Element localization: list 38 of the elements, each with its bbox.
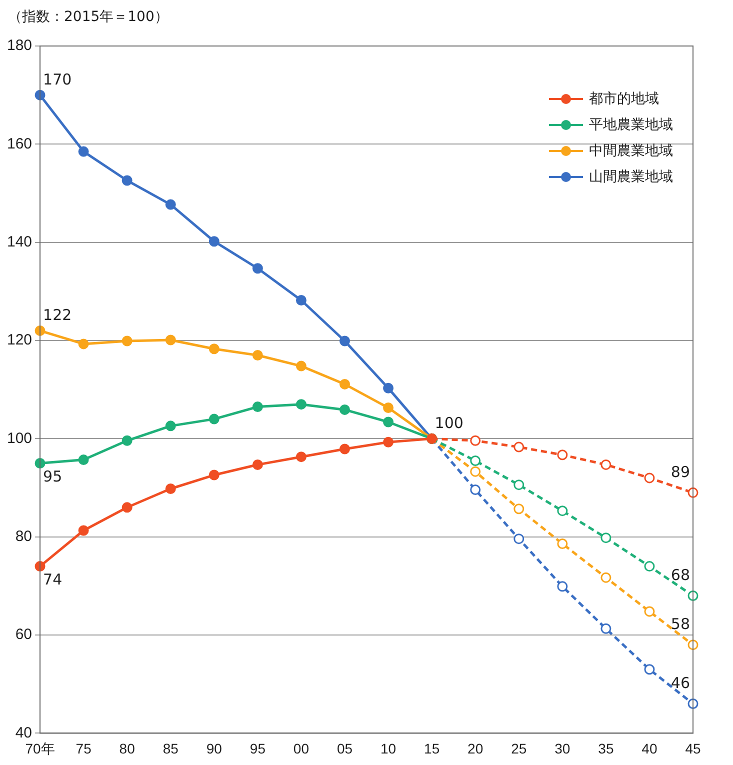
annotation: 46 <box>670 674 690 692</box>
x-tick-label: 45 <box>685 740 701 756</box>
y-tick-label: 40 <box>15 724 32 742</box>
x-tick-label: 75 <box>76 740 92 756</box>
x-tick-label: 00 <box>293 740 310 756</box>
annotation: 89 <box>670 463 690 482</box>
y-tick-label: 140 <box>6 233 32 250</box>
x-tick-label: 15 <box>424 740 440 756</box>
legend-label: 山間農業地域 <box>589 168 673 186</box>
x-tick-label: 80 <box>119 740 136 756</box>
annotation: 58 <box>670 615 690 634</box>
annotation: 100 <box>434 414 464 432</box>
y-tick-label: 180 <box>6 37 32 54</box>
x-tick-label: 30 <box>554 740 570 756</box>
y-axis-title: （指数：2015年＝100） <box>8 8 168 26</box>
x-tick-label: 05 <box>336 740 353 756</box>
y-tick-label: 160 <box>6 135 32 152</box>
y-tick-label: 100 <box>6 430 32 447</box>
y-tick-label: 120 <box>6 332 32 349</box>
x-tick-label: 95 <box>250 740 266 756</box>
legend-label: 平地農業地域 <box>589 116 673 134</box>
annotation: 95 <box>43 468 62 486</box>
annotation: 170 <box>43 70 72 88</box>
y-tick-label: 60 <box>15 626 32 644</box>
x-tick-label: 10 <box>380 740 396 756</box>
legend-label: 都市的地域 <box>589 90 659 108</box>
annotation: 68 <box>670 566 690 584</box>
x-tick-label: 25 <box>511 740 527 756</box>
x-tick-label: 85 <box>162 740 179 756</box>
x-tick-label: 40 <box>642 740 658 756</box>
legend-label: 中間農業地域 <box>589 142 673 160</box>
y-tick-label: 80 <box>15 528 32 545</box>
annotation: 74 <box>43 570 62 589</box>
annotation: 122 <box>43 306 72 324</box>
x-tick-label: 70年 <box>25 740 55 756</box>
x-tick-label: 90 <box>206 740 222 756</box>
x-tick-label: 20 <box>468 740 484 756</box>
x-tick-label: 35 <box>598 740 614 756</box>
